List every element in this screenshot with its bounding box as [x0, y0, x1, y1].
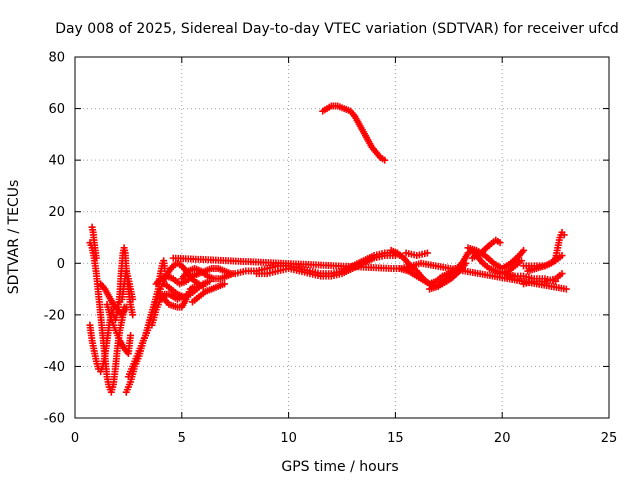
x-tick-label: 0 — [71, 431, 79, 446]
data-point — [92, 254, 100, 262]
x-tick-label: 5 — [178, 431, 186, 446]
data-point — [129, 311, 137, 319]
y-tick-label: -20 — [44, 308, 65, 323]
data-point — [558, 270, 566, 278]
x-tick-label: 15 — [387, 431, 404, 446]
x-tick-label: 10 — [280, 431, 297, 446]
chart-title: Day 008 of 2025, Sidereal Day-to-day VTE… — [55, 21, 619, 37]
y-tick-label: -40 — [44, 360, 65, 375]
data-point — [129, 295, 137, 303]
data-point — [496, 239, 504, 247]
data-marks — [86, 102, 570, 396]
data-point — [562, 285, 570, 293]
data-point — [560, 231, 568, 239]
data-point — [127, 331, 135, 339]
data-point — [517, 257, 525, 265]
data-point — [520, 246, 528, 254]
y-tick-label: 60 — [48, 102, 65, 117]
data-point — [558, 252, 566, 260]
data-point — [423, 249, 431, 257]
x-axis-label: GPS time / hours — [281, 459, 398, 475]
y-tick-label: -60 — [44, 412, 65, 427]
data-point — [221, 280, 229, 288]
x-tick-label: 20 — [494, 431, 511, 446]
ticks: 0 5 10 15 20 25 -60 -40 -20 0 20 40 60 80 — [44, 51, 618, 447]
y-tick-label: 80 — [48, 51, 65, 66]
data-point — [381, 156, 389, 164]
plot-frame — [74, 56, 610, 419]
y-tick-label: 40 — [48, 154, 65, 169]
y-tick-label: 20 — [48, 205, 65, 220]
y-tick-label: 0 — [57, 257, 65, 272]
y-axis-label: SDTVAR / TECUs — [6, 180, 22, 295]
data-point — [161, 264, 169, 272]
x-tick-label: 25 — [601, 431, 618, 446]
